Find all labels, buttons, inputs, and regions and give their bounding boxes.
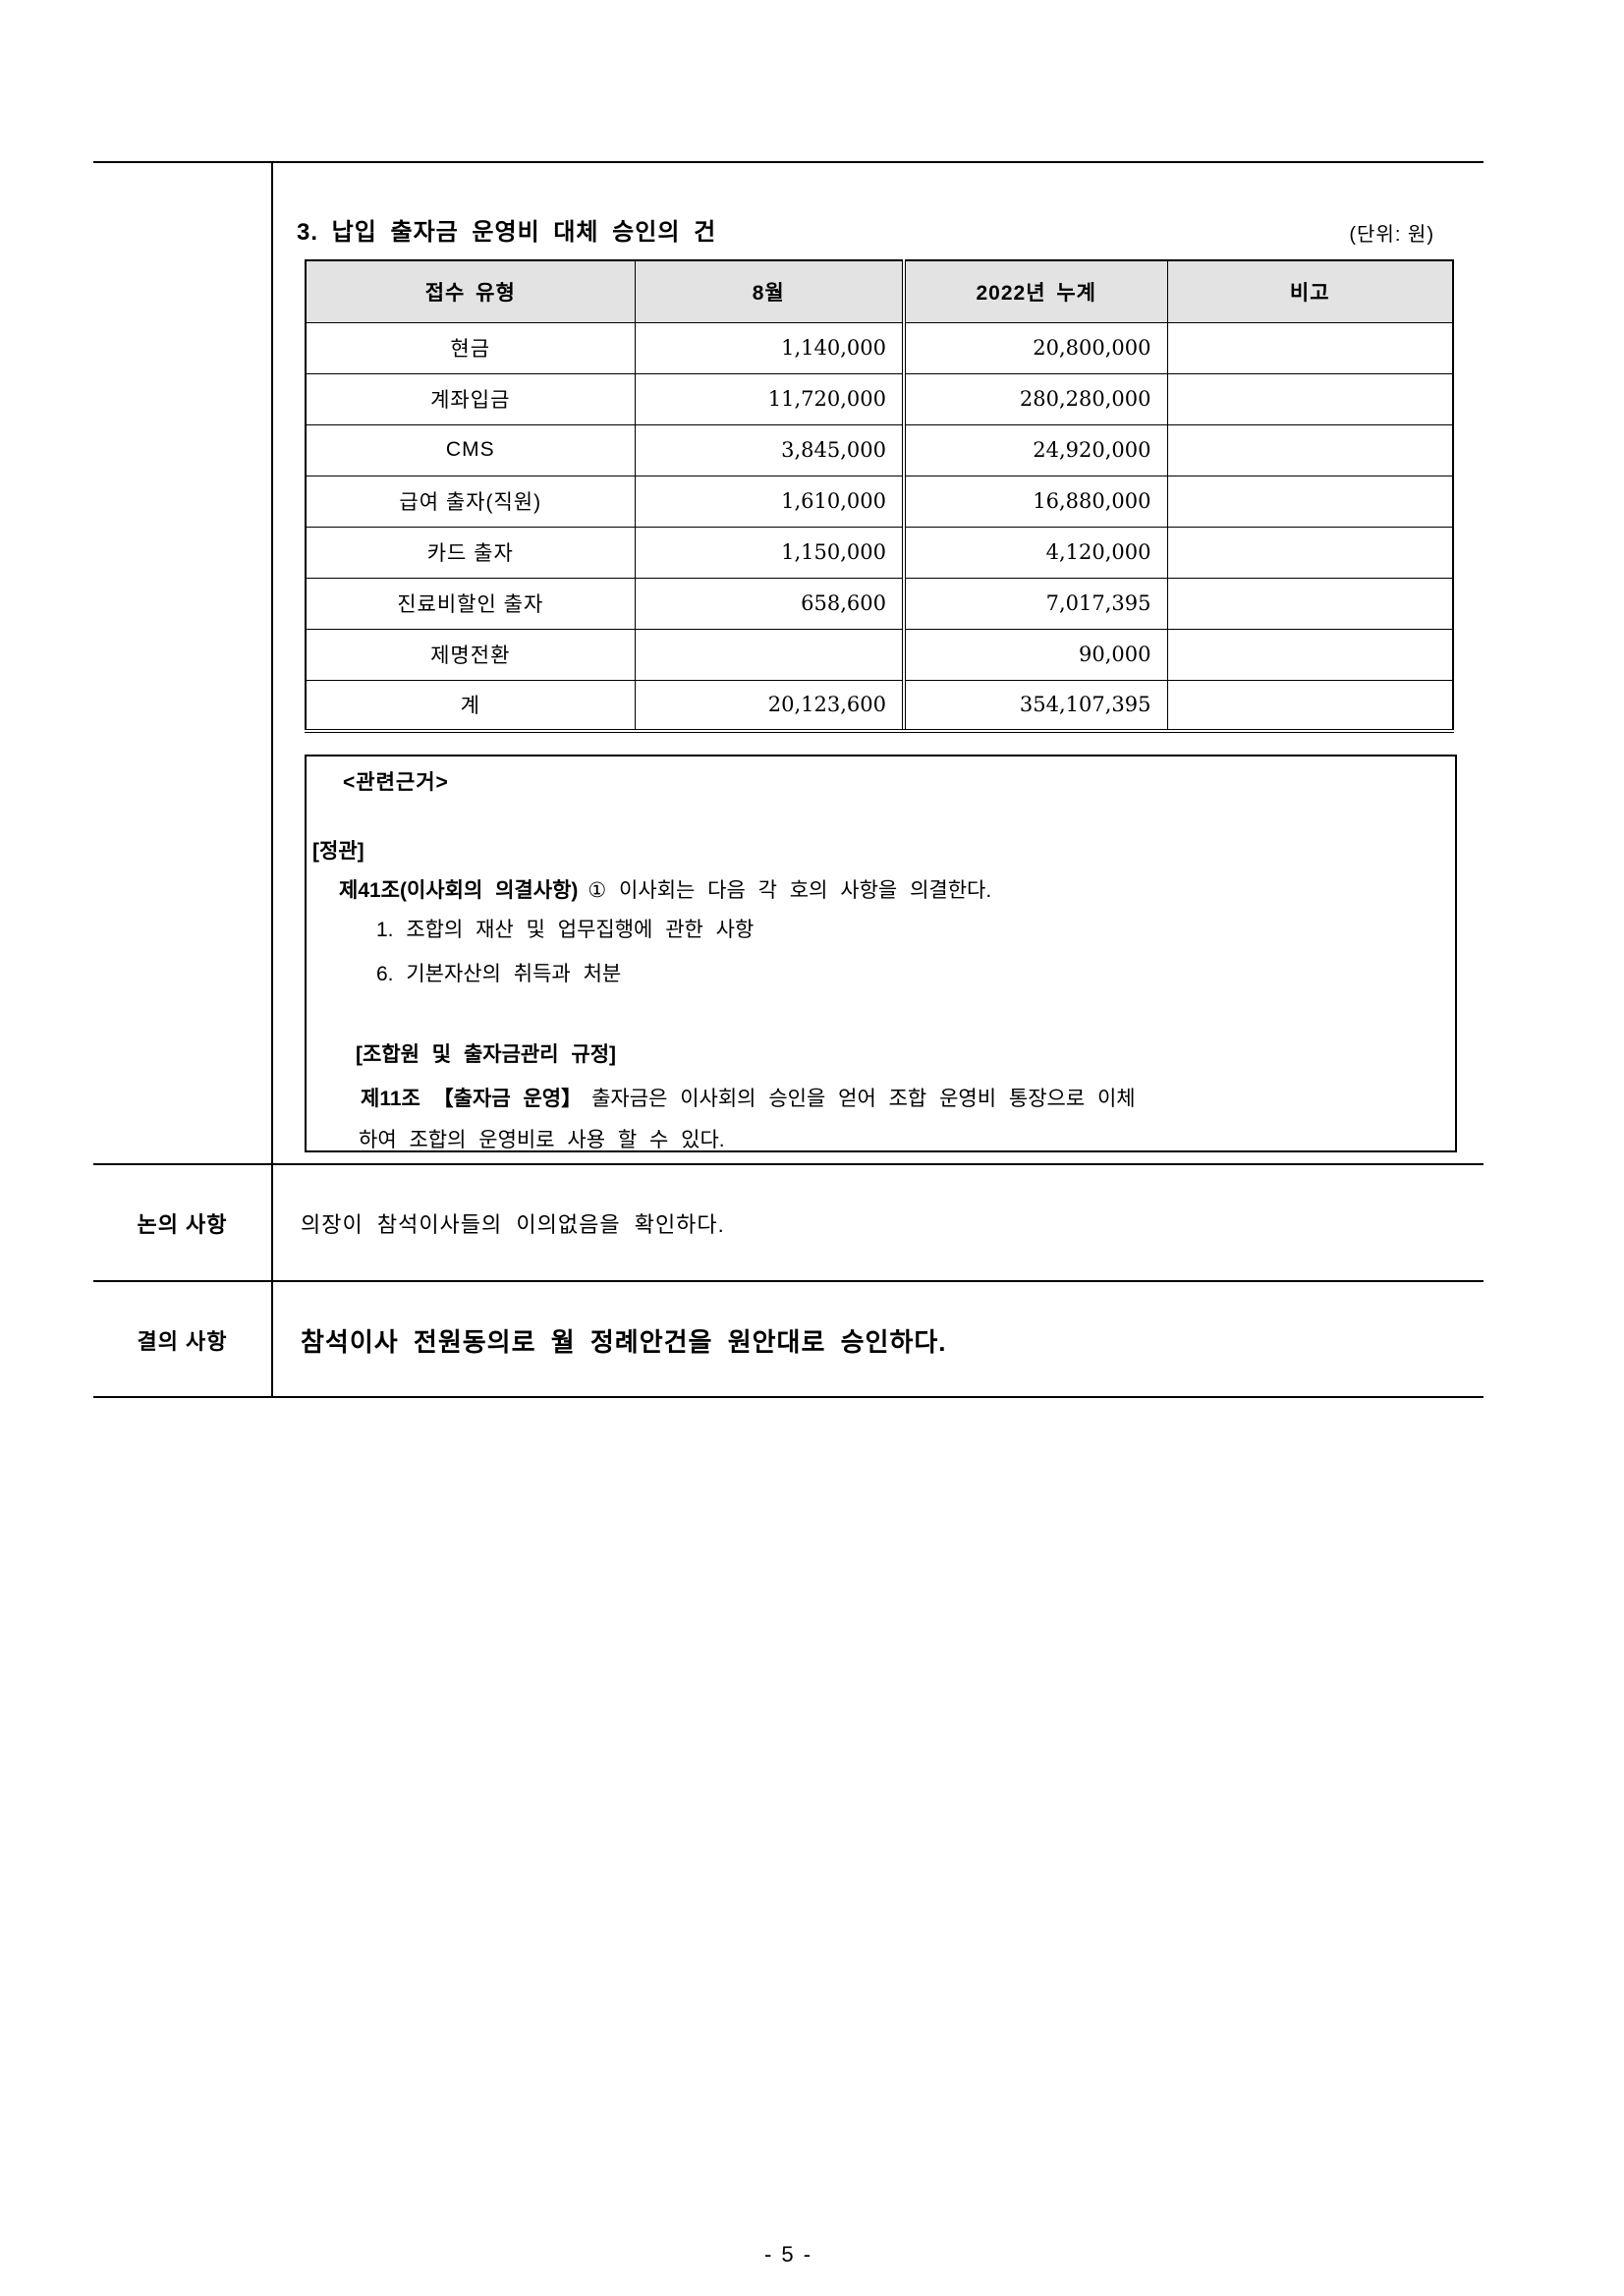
resolution-row-divider: [93, 1280, 1484, 1282]
regulation-label: [조합원 및 출자금관리 규정]: [356, 1043, 617, 1066]
discussion-row-divider: [93, 1163, 1484, 1165]
label-column-divider: [271, 163, 273, 1396]
header-2022-cumulative: 2022년 누계: [902, 259, 1168, 323]
cell-cumulative: 20,800,000: [902, 321, 1168, 374]
table-row: 진료비할인 출자 658,600 7,017,395: [305, 577, 1454, 630]
article11-heading: 제11조 【출자금 운영】: [361, 1088, 583, 1110]
cell-august: 1,140,000: [634, 321, 905, 374]
cell-type: 제명전환: [305, 628, 636, 681]
agenda-title: 3. 납입 출자금 운영비 대체 승인의 건: [297, 219, 717, 246]
discussion-content: 의장이 참석이사들의 이의없음을 확인하다.: [301, 1211, 725, 1237]
cell-august: 20,123,600: [634, 679, 905, 733]
cell-type: CMS: [305, 423, 636, 476]
cell-august: 11,720,000: [634, 372, 905, 425]
table-header-row: 접수 유형 8월 2022년 누계 비고: [305, 259, 1454, 323]
cell-cumulative: 280,280,000: [902, 372, 1168, 425]
cell-cumulative: 7,017,395: [902, 577, 1168, 630]
minutes-frame: [93, 161, 1484, 1398]
cell-cumulative: 354,107,395: [902, 679, 1168, 733]
article41-heading: 제41조(이사회의 의결사항): [339, 879, 579, 902]
cell-august: 1,610,000: [634, 475, 905, 528]
reference-title: <관련근거>: [343, 771, 449, 794]
cell-august: [634, 628, 905, 681]
cell-type: 계: [305, 679, 636, 733]
charter-article-41: 제41조(이사회의 의결사항) ① 이사회는 다음 각 호의 사항을 의결한다.: [339, 878, 1455, 904]
article41-text: ① 이사회는 다음 각 호의 사항을 의결한다.: [588, 879, 992, 902]
cell-cumulative: 90,000: [902, 628, 1168, 681]
charter-item-1: 1. 조합의 재산 및 업무집행에 관한 사항: [376, 919, 755, 941]
cell-note: [1166, 475, 1454, 528]
charter-item-6: 6. 기본자산의 취득과 처분: [376, 963, 622, 985]
cell-note: [1166, 577, 1454, 630]
discussion-label: 논의 사항: [137, 1211, 228, 1237]
cell-august: 3,845,000: [634, 423, 905, 476]
table-row: 현금 1,140,000 20,800,000: [305, 321, 1454, 374]
cell-note: [1166, 526, 1454, 579]
cell-type: 계좌입금: [305, 372, 636, 425]
table-row: 급여 출자(직원) 1,610,000 16,880,000: [305, 475, 1454, 528]
regulation-article-11-line2: 하여 조합의 운영비로 사용 할 수 있다.: [359, 1129, 725, 1151]
cell-cumulative: 24,920,000: [902, 423, 1168, 476]
cell-type: 급여 출자(직원): [305, 475, 636, 528]
table-row: CMS 3,845,000 24,920,000: [305, 423, 1454, 476]
cell-type: 현금: [305, 321, 636, 374]
unit-label: (단위: 원): [1349, 224, 1434, 246]
cell-august: 1,150,000: [634, 526, 905, 579]
table-row: 계좌입금 11,720,000 280,280,000: [305, 372, 1454, 425]
table-row: 제명전환 90,000: [305, 628, 1454, 681]
resolution-label: 결의 사항: [137, 1329, 228, 1354]
cell-note: [1166, 321, 1454, 374]
header-august: 8월: [634, 259, 905, 323]
charter-label: [정관]: [312, 840, 364, 863]
regulation-article-11: 제11조 【출자금 운영】 출자금은 이사회의 승인을 얻어 조합 운영비 통장으…: [361, 1087, 1455, 1112]
table-row: 카드 출자 1,150,000 4,120,000: [305, 526, 1454, 579]
page-number: - 5 -: [763, 2242, 813, 2267]
cell-type: 진료비할인 출자: [305, 577, 636, 630]
article11-text: 출자금은 이사회의 승인을 얻어 조합 운영비 통장으로 이체: [591, 1088, 1136, 1110]
cell-cumulative: 4,120,000: [902, 526, 1168, 579]
deposit-table: 접수 유형 8월 2022년 누계 비고 현금 1,140,000 20,800…: [305, 259, 1454, 733]
header-note: 비고: [1166, 259, 1454, 323]
cell-cumulative: 16,880,000: [902, 475, 1168, 528]
resolution-content: 참석이사 전원동의로 월 정례안건을 원안대로 승인하다.: [301, 1326, 947, 1357]
cell-note: [1166, 423, 1454, 476]
cell-note: [1166, 679, 1454, 733]
cell-note: [1166, 628, 1454, 681]
table-total-row: 계 20,123,600 354,107,395: [305, 679, 1454, 733]
cell-type: 카드 출자: [305, 526, 636, 579]
reference-box: <관련근거> [정관] 제41조(이사회의 의결사항) ① 이사회는 다음 각 호…: [305, 755, 1457, 1152]
header-receipt-type: 접수 유형: [305, 259, 636, 323]
cell-note: [1166, 372, 1454, 425]
cell-august: 658,600: [634, 577, 905, 630]
